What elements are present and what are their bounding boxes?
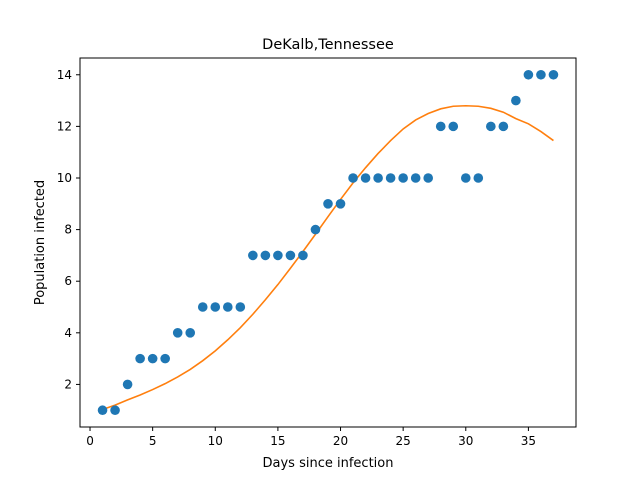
data-point	[122, 379, 133, 390]
data-point	[498, 121, 509, 132]
x-tick-label: 30	[458, 434, 473, 448]
data-point	[523, 69, 534, 80]
data-point	[385, 173, 396, 183]
data-point	[348, 173, 358, 183]
data-point	[335, 198, 346, 209]
data-point	[97, 405, 108, 416]
x-tick-label: 0	[86, 434, 94, 448]
x-tick-label: 35	[521, 434, 536, 448]
data-point	[448, 121, 459, 132]
data-point	[460, 173, 471, 183]
data-point	[147, 353, 158, 364]
data-point	[536, 69, 546, 80]
y-tick-label: 6	[64, 274, 72, 288]
data-point	[323, 198, 333, 209]
x-tick-label: 20	[333, 434, 348, 448]
data-point	[135, 353, 145, 364]
y-tick-label: 8	[64, 223, 72, 237]
data-point	[185, 328, 196, 338]
data-point	[548, 69, 559, 80]
x-axis-label: Days since infection	[263, 456, 394, 471]
data-point	[398, 173, 408, 183]
x-tick-label: 5	[149, 434, 157, 448]
y-tick-label: 14	[57, 68, 72, 82]
data-point	[298, 250, 308, 261]
data-point	[285, 250, 296, 261]
data-point	[260, 250, 271, 261]
x-tick-label: 10	[208, 434, 223, 448]
data-points	[97, 69, 559, 416]
y-tick-label: 2	[64, 377, 72, 391]
x-tick-label: 15	[270, 434, 285, 448]
data-point	[172, 328, 183, 338]
y-tick-label: 10	[57, 171, 72, 185]
x-tick-label: 25	[396, 434, 411, 448]
data-point	[360, 173, 371, 183]
chart-title: DeKalb,Tennessee	[262, 37, 394, 53]
axis-ticks: 0 5 10 15 20 25 30 35 2 4 6 8 10 12 14	[57, 68, 536, 448]
y-axis-label: Population infected	[33, 180, 48, 305]
data-point	[373, 173, 383, 183]
data-point	[160, 353, 170, 364]
data-point	[210, 302, 221, 312]
y-tick-label: 12	[57, 119, 72, 133]
data-point	[310, 224, 321, 235]
data-point	[222, 302, 233, 312]
data-point	[273, 250, 283, 261]
data-point	[248, 250, 258, 261]
data-point	[435, 121, 446, 132]
data-point	[235, 302, 246, 312]
data-point	[410, 173, 421, 183]
data-point	[473, 173, 484, 183]
y-tick-label: 4	[64, 326, 72, 340]
data-point	[486, 121, 496, 132]
data-point	[511, 95, 521, 106]
data-point	[110, 405, 120, 416]
fit-line	[102, 104, 554, 411]
data-point	[423, 173, 434, 183]
data-point	[197, 302, 208, 312]
plot-frame	[79, 57, 577, 428]
